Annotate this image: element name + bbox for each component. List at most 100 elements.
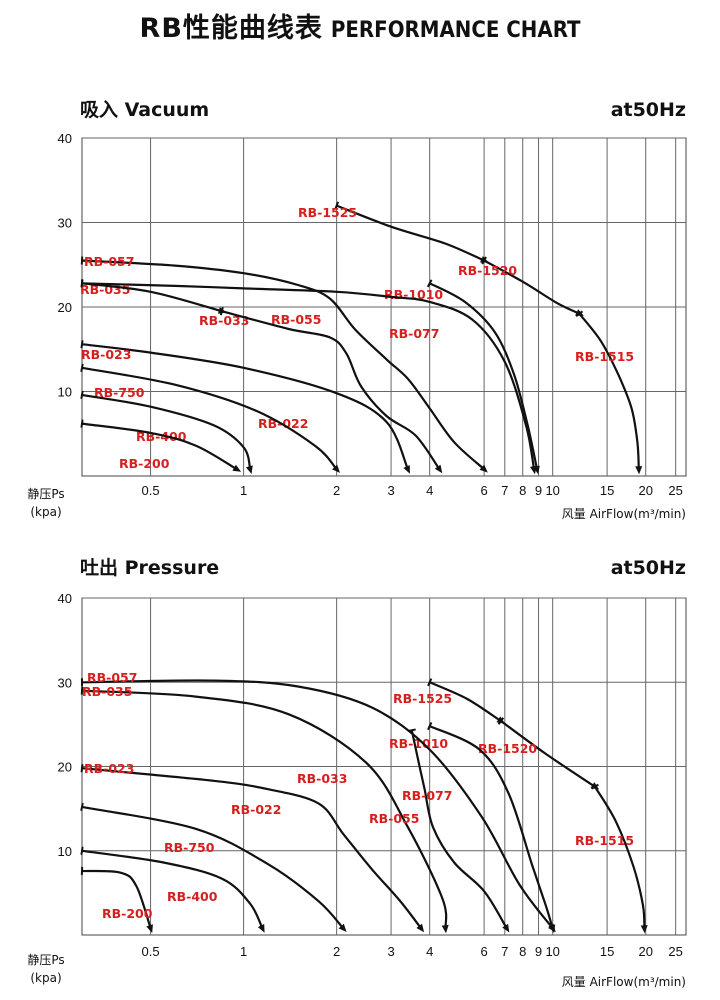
pressure-label-rb-055: RB-055 xyxy=(369,811,419,826)
vacuum-label-rb-1515: RB-1515 xyxy=(575,349,634,364)
pressure-xtick-0.5: 0.5 xyxy=(142,944,160,959)
vacuum-curve-start-rb-1520 xyxy=(481,256,487,265)
pressure-label-rb-1010: RB-1010 xyxy=(389,736,448,751)
pressure-xtick-8: 8 xyxy=(519,944,526,959)
pressure-curve-end-rb-055 xyxy=(502,923,510,933)
vacuum-curve-rb-057 xyxy=(81,259,485,471)
vacuum-xtick-2: 2 xyxy=(333,483,340,498)
pressure-xtick-4: 4 xyxy=(426,944,433,959)
vacuum-xtick-3: 3 xyxy=(387,483,394,498)
pressure-curve-start-rb-1515 xyxy=(590,783,599,790)
vacuum-xtick-7: 7 xyxy=(501,483,508,498)
pressure-ytick-10: 10 xyxy=(58,844,72,859)
pressure-title: 吐出 Pressure xyxy=(80,556,219,579)
vacuum-xtick-20: 20 xyxy=(638,483,652,498)
page-title-cn: RB性能曲线表 xyxy=(139,13,323,44)
vacuum-xtick-4: 4 xyxy=(426,483,433,498)
vacuum-curve-start-rb-200 xyxy=(80,419,84,428)
pressure-xtick-15: 15 xyxy=(600,944,614,959)
vacuum-curve-rb-1525 xyxy=(336,204,485,262)
pressure-label-rb-035: RB-035 xyxy=(82,684,132,699)
pressure-curve-end-rb-035 xyxy=(441,924,449,934)
pressure-label-rb-400: RB-400 xyxy=(167,889,218,904)
pressure-ylabel-unit: (kpa) xyxy=(30,971,61,985)
pressure-xtick-9: 9 xyxy=(535,944,542,959)
vacuum-xtick-1: 1 xyxy=(240,483,247,498)
pressure-curve-rb-400 xyxy=(81,849,264,929)
vacuum-xtick-8: 8 xyxy=(519,483,526,498)
pressure-label-rb-1525: RB-1525 xyxy=(393,691,452,706)
pressure-label-rb-750: RB-750 xyxy=(164,840,215,855)
pressure-curve-end-rb-057 xyxy=(548,923,556,933)
vacuum-curve-rb-1520 xyxy=(483,259,580,315)
vacuum-curve-start-rb-055 xyxy=(219,307,224,316)
pressure-curve-end-rb-1515 xyxy=(640,925,648,934)
pressure-xtick-10: 10 xyxy=(545,944,559,959)
vacuum-curve-start-rb-1515 xyxy=(575,310,584,318)
vacuum-curve-rb-055 xyxy=(221,310,441,470)
vacuum-label-rb-077: RB-077 xyxy=(389,326,439,341)
vacuum-label-rb-750: RB-750 xyxy=(94,385,145,400)
vacuum-xlabel: 风量 AirFlow(m³/min) xyxy=(562,507,686,521)
pressure-label-rb-1520: RB-1520 xyxy=(478,741,537,756)
vacuum-xtick-0.5: 0.5 xyxy=(142,483,160,498)
vacuum-curve-start-rb-1010 xyxy=(426,279,433,288)
pressure-ytick-20: 20 xyxy=(58,760,72,775)
pressure-curve-start-rb-1010 xyxy=(427,722,433,731)
vacuum-curve-rb-1515 xyxy=(578,313,640,470)
vacuum-curve-end-rb-035 xyxy=(530,465,537,475)
pressure-ytick-30: 30 xyxy=(58,675,72,690)
vacuum-ylabel: 静压Ps xyxy=(27,487,64,501)
vacuum-curve-end-rb-055 xyxy=(434,464,443,474)
vacuum-curve-rb-200 xyxy=(81,422,238,471)
vacuum-label-rb-200: RB-200 xyxy=(119,456,170,471)
vacuum-curve-start-rb-400 xyxy=(80,390,84,399)
pressure-label-rb-057: RB-057 xyxy=(87,670,137,685)
pressure-curve-start-rb-1525 xyxy=(427,678,433,687)
vacuum-xtick-25: 25 xyxy=(668,483,682,498)
vacuum-label-rb-055: RB-055 xyxy=(271,312,321,327)
vacuum-curve-rb-1010 xyxy=(429,282,539,470)
page-title-en: PERFORMANCE CHART xyxy=(330,18,581,43)
pressure-label-rb-077: RB-077 xyxy=(402,788,452,803)
pressure-curve-rb-023 xyxy=(81,767,422,929)
vacuum-label-rb-023: RB-023 xyxy=(81,347,131,362)
vacuum-frequency-label: at50Hz xyxy=(611,99,686,121)
vacuum-curve-start-rb-1525 xyxy=(334,201,340,210)
pressure-frequency-label: at50Hz xyxy=(611,557,686,579)
pressure-curve-rb-055 xyxy=(410,730,508,929)
vacuum-curve-end-rb-200 xyxy=(232,464,242,472)
vacuum-ytick-40: 40 xyxy=(58,131,72,146)
vacuum-ytick-10: 10 xyxy=(58,385,72,400)
pressure-curve-start-rb-1520 xyxy=(497,717,505,725)
pressure-curve-end-rb-400 xyxy=(257,924,265,933)
pressure-curve-end-rb-023 xyxy=(416,923,425,933)
pressure-xtick-6: 6 xyxy=(480,944,487,959)
vacuum-curve-start-rb-023 xyxy=(80,340,84,349)
pressure-label-rb-022: RB-022 xyxy=(231,802,281,817)
vacuum-curve-rb-035 xyxy=(81,282,536,470)
pressure-xtick-25: 25 xyxy=(668,944,682,959)
pressure-curve-end-rb-200 xyxy=(146,924,153,933)
vacuum-title: 吸入 Vacuum xyxy=(80,99,209,121)
pressure-curve-start-rb-023 xyxy=(80,764,84,773)
vacuum-ytick-30: 30 xyxy=(58,216,72,231)
vacuum-curve-end-rb-1515 xyxy=(635,466,643,475)
pressure-curve-rb-750 xyxy=(81,805,345,930)
vacuum-curve-rb-033 xyxy=(81,282,223,313)
vacuum-curve-start-rb-033 xyxy=(80,279,84,288)
vacuum-curve-end-rb-750 xyxy=(332,464,340,473)
vacuum-xtick-9: 9 xyxy=(535,483,542,498)
pressure-label-rb-200: RB-200 xyxy=(102,906,153,921)
pressure-curve-rb-057 xyxy=(81,679,554,929)
pressure-curve-rb-1515 xyxy=(593,786,646,929)
pressure-ytick-40: 40 xyxy=(58,591,72,606)
pressure-curve-start-rb-750 xyxy=(80,802,84,812)
vacuum-xtick-10: 10 xyxy=(545,483,559,498)
vacuum-curve-rb-023 xyxy=(81,343,409,470)
pressure-xtick-7: 7 xyxy=(501,944,508,959)
vacuum-curve-rb-400 xyxy=(81,393,252,470)
vacuum-curve-end-rb-023 xyxy=(403,465,410,474)
vacuum-curve-rb-750 xyxy=(81,366,338,470)
